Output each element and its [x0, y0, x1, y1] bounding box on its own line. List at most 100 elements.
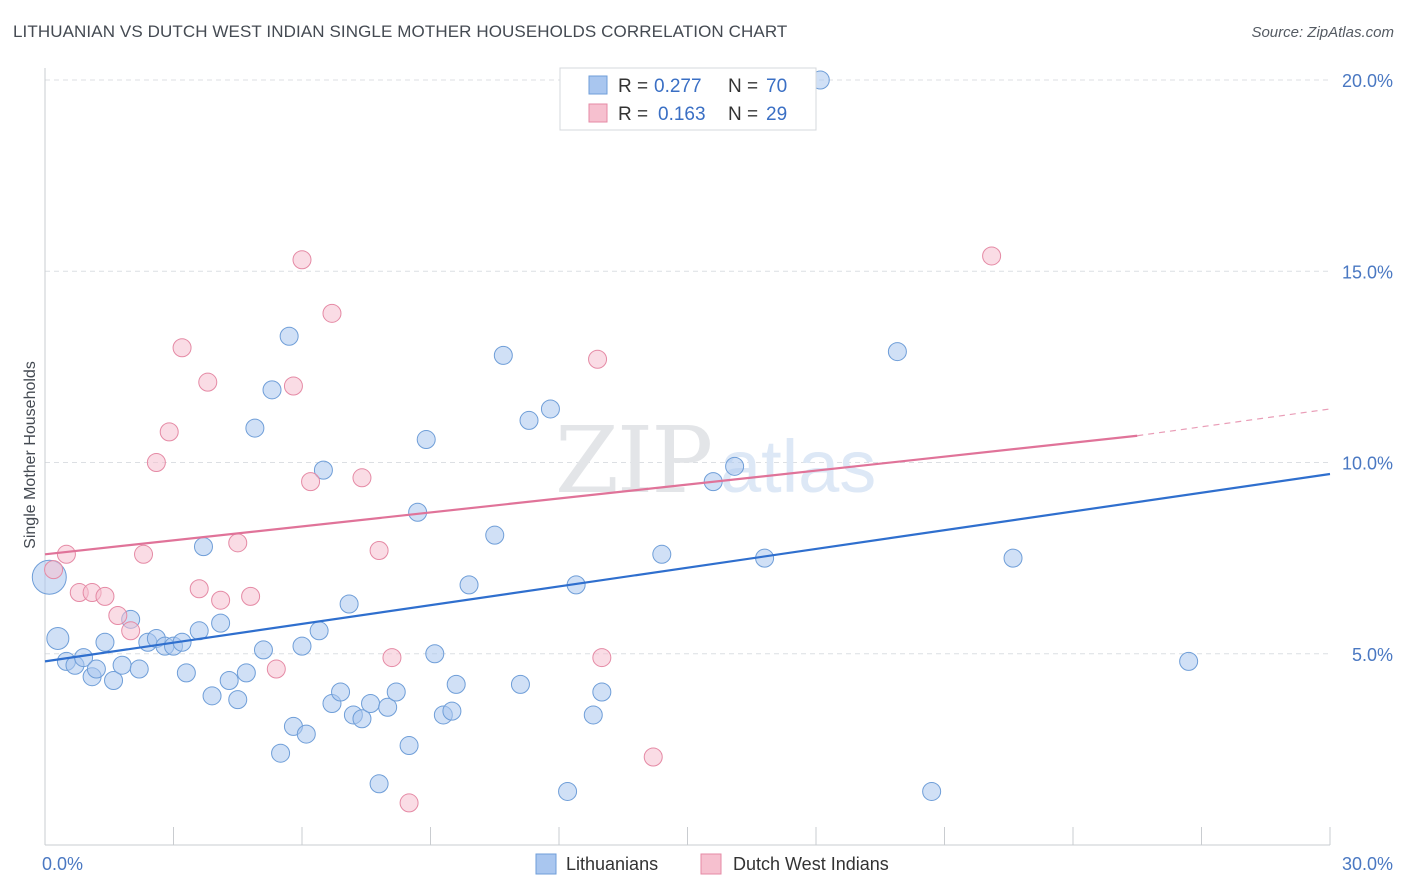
point-lithuanians: [193, 537, 213, 557]
point-dutch-west-indians: [399, 793, 419, 813]
point-lithuanians: [245, 418, 265, 438]
point-dutch-west-indians: [121, 621, 141, 641]
tick-labels: 5.0% 10.0% 15.0% 20.0% 0.0% 30.0%: [42, 71, 1393, 874]
x-tick-label-start: 0.0%: [42, 854, 83, 874]
point-dutch-west-indians: [159, 422, 179, 442]
point-dutch-west-indians: [95, 586, 115, 606]
point-lithuanians: [361, 693, 381, 713]
legend-r-value: 0.277: [654, 76, 702, 97]
point-dutch-west-indians: [643, 747, 663, 767]
legend-n-label: N =: [728, 76, 758, 97]
point-dutch-west-indians: [301, 472, 321, 492]
point-lithuanians: [1179, 651, 1199, 671]
point-lithuanians: [352, 709, 372, 729]
point-lithuanians: [446, 674, 466, 694]
trend-line-dutch-west-indians: [44, 434, 1138, 556]
point-lithuanians: [1003, 548, 1023, 568]
point-lithuanians: [331, 682, 351, 702]
point-lithuanians: [86, 659, 106, 679]
point-lithuanians: [386, 682, 406, 702]
y-tick-label: 20.0%: [1342, 71, 1393, 91]
point-lithuanians: [211, 613, 231, 633]
legend-r-label: R =: [618, 76, 648, 97]
point-lithuanians: [104, 671, 124, 691]
point-lithuanians: [296, 724, 316, 744]
point-lithuanians: [725, 456, 745, 476]
point-lithuanians: [652, 544, 672, 564]
point-lithuanians: [887, 342, 907, 362]
point-lithuanians: [416, 430, 436, 450]
point-lithuanians: [540, 399, 560, 419]
point-lithuanians: [253, 640, 273, 660]
watermark-zip: ZIP: [555, 407, 711, 514]
legend-r-value: 0.163: [658, 104, 706, 125]
trend-line-lithuanians: [44, 472, 1331, 663]
y-tick-label: 10.0%: [1342, 454, 1393, 474]
bottom-legend-swatch-lithuanians: [535, 853, 557, 875]
point-lithuanians: [112, 655, 132, 675]
legend: R = 0.277 N = 70 R = 0.163 N = 29: [559, 67, 817, 131]
bottom-legend: Lithuanians Dutch West Indians: [535, 853, 889, 875]
bottom-legend-label-dutch-west-indians: Dutch West Indians: [733, 854, 889, 874]
point-dutch-west-indians: [198, 372, 218, 392]
point-lithuanians: [279, 326, 299, 346]
watermark: ZIP atlas: [555, 407, 876, 514]
point-dutch-west-indians: [108, 606, 128, 625]
point-lithuanians: [176, 663, 196, 683]
point-lithuanians: [95, 632, 115, 652]
point-lithuanians: [442, 701, 462, 721]
point-lithuanians: [271, 743, 291, 763]
point-dutch-west-indians: [134, 544, 154, 564]
y-tick-label: 5.0%: [1352, 645, 1393, 665]
point-lithuanians: [519, 410, 539, 430]
legend-swatch-lithuanians: [588, 75, 608, 95]
legend-row-dutch-west-indians: R = 0.163 N = 29: [588, 103, 787, 125]
point-dutch-west-indians: [211, 590, 231, 610]
point-lithuanians: [228, 690, 248, 710]
point-lithuanians: [262, 380, 282, 400]
point-dutch-west-indians: [228, 533, 248, 553]
point-lithuanians: [510, 674, 530, 694]
point-lithuanians: [369, 774, 389, 794]
bottom-legend-label-lithuanians: Lithuanians: [566, 854, 658, 874]
point-dutch-west-indians: [241, 586, 261, 606]
point-dutch-west-indians: [982, 246, 1002, 266]
point-lithuanians: [129, 659, 149, 679]
point-lithuanians: [399, 736, 419, 756]
legend-swatch-dutch-west-indians: [588, 103, 608, 123]
point-lithuanians: [922, 781, 942, 801]
point-dutch-west-indians: [172, 338, 192, 358]
x-tick-label-end: 30.0%: [1342, 854, 1393, 874]
point-dutch-west-indians: [266, 659, 286, 679]
legend-n-label: N =: [728, 104, 758, 125]
legend-row-lithuanians: R = 0.277 N = 70: [588, 75, 787, 97]
point-dutch-west-indians: [588, 349, 608, 369]
point-lithuanians: [202, 686, 222, 706]
bottom-legend-swatch-dutch-west-indians: [700, 853, 722, 875]
point-lithuanians: [592, 682, 612, 702]
point-dutch-west-indians: [352, 468, 372, 488]
y-tick-label: 15.0%: [1342, 262, 1393, 282]
source-label: Source: ZipAtlas.com: [1251, 24, 1394, 41]
point-lithuanians: [313, 460, 333, 480]
point-lithuanians: [339, 594, 359, 614]
point-dutch-west-indians: [44, 560, 64, 580]
chart-title: LITHUANIAN VS DUTCH WEST INDIAN SINGLE M…: [13, 22, 788, 41]
point-dutch-west-indians: [146, 453, 166, 472]
point-dutch-west-indians: [592, 648, 612, 668]
legend-r-label: R =: [618, 104, 648, 125]
point-lithuanians: [309, 621, 329, 641]
data-points: [31, 70, 1199, 813]
point-dutch-west-indians: [292, 250, 312, 270]
point-dutch-west-indians: [189, 579, 209, 599]
point-dutch-west-indians: [283, 376, 303, 396]
axes: [44, 68, 1331, 846]
point-dutch-west-indians: [382, 648, 402, 668]
point-lithuanians: [583, 705, 603, 725]
point-lithuanians: [485, 525, 505, 545]
legend-n-value: 70: [766, 76, 787, 97]
point-dutch-west-indians: [369, 540, 389, 560]
point-lithuanians: [378, 697, 398, 717]
y-axis-label: Single Mother Households: [22, 361, 39, 549]
